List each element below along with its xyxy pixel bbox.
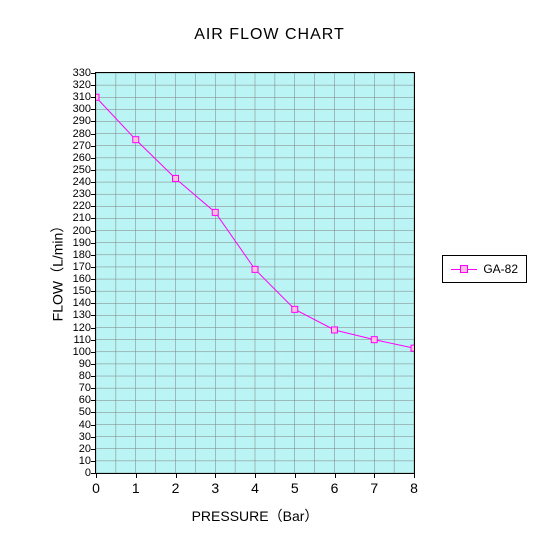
y-tick-label: 80: [51, 370, 91, 382]
legend: GA-82: [442, 255, 527, 283]
y-tick-label: 230: [51, 188, 91, 200]
y-tick-label: 300: [51, 103, 91, 115]
y-tick-label: 170: [51, 261, 91, 273]
y-tick-label: 270: [51, 140, 91, 152]
y-tick-label: 280: [51, 128, 91, 140]
y-tick-label: 260: [51, 152, 91, 164]
x-tick-label: 5: [285, 480, 305, 496]
y-tick-label: 190: [51, 237, 91, 249]
y-tick-label: 10: [51, 455, 91, 467]
y-tick-label: 250: [51, 164, 91, 176]
legend-marker: [451, 263, 477, 275]
y-tick-label: 290: [51, 115, 91, 127]
y-tick-label: 210: [51, 212, 91, 224]
y-tick-label: 70: [51, 382, 91, 394]
y-tick-label: 110: [51, 334, 91, 346]
x-axis-label: PRESSURE（Bar）: [95, 506, 415, 526]
y-tick-label: 150: [51, 285, 91, 297]
y-tick-label: 0: [51, 467, 91, 479]
plot-area: [95, 72, 415, 474]
x-tick-label: 1: [126, 480, 146, 496]
y-tick-label: 40: [51, 419, 91, 431]
y-tick-label: 60: [51, 394, 91, 406]
y-tick-label: 320: [51, 79, 91, 91]
x-tick-label: 8: [404, 480, 424, 496]
y-tick-label: 20: [51, 443, 91, 455]
chart-title: AIR FLOW CHART: [0, 26, 539, 44]
y-tick-label: 30: [51, 431, 91, 443]
x-tick-label: 7: [364, 480, 384, 496]
x-tick-label: 3: [205, 480, 225, 496]
y-tick-label: 130: [51, 309, 91, 321]
x-tick-label: 0: [86, 480, 106, 496]
plot-svg: [96, 73, 414, 473]
x-tick-label: 2: [166, 480, 186, 496]
y-tick-label: 310: [51, 91, 91, 103]
y-tick-label: 100: [51, 346, 91, 358]
y-tick-label: 120: [51, 322, 91, 334]
x-tick-label: 6: [325, 480, 345, 496]
y-tick-label: 50: [51, 406, 91, 418]
y-tick-label: 180: [51, 249, 91, 261]
y-tick-label: 240: [51, 176, 91, 188]
y-tick-label: 330: [51, 67, 91, 79]
y-tick-label: 200: [51, 225, 91, 237]
y-tick-label: 140: [51, 297, 91, 309]
legend-label: GA-82: [483, 262, 518, 276]
y-tick-label: 160: [51, 273, 91, 285]
chart-container: AIR FLOW CHART FLOW（L/min） PRESSURE（Bar）…: [0, 0, 539, 560]
y-tick-label: 90: [51, 358, 91, 370]
x-tick-label: 4: [245, 480, 265, 496]
y-tick-label: 220: [51, 200, 91, 212]
